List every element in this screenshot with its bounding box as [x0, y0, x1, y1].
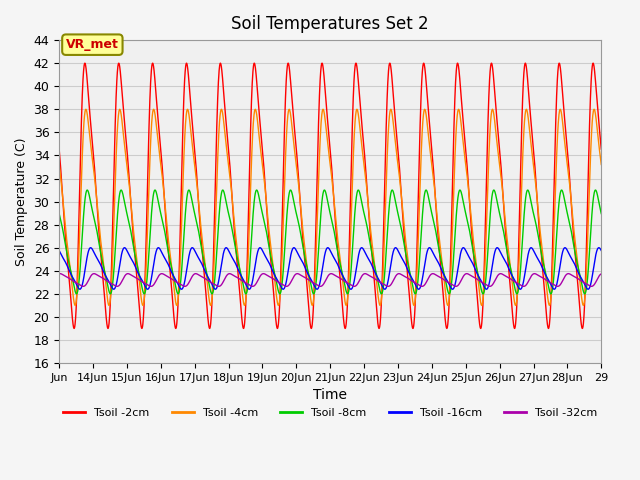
- Tsoil -4cm: [275, 302, 282, 308]
- X-axis label: Time: Time: [313, 388, 348, 402]
- Line: Tsoil -2cm: Tsoil -2cm: [59, 63, 601, 328]
- Tsoil -2cm: [587, 82, 595, 88]
- Y-axis label: Soil Temperature (C): Soil Temperature (C): [15, 137, 28, 266]
- Tsoil -2cm: [477, 325, 484, 331]
- Tsoil -4cm: [117, 110, 125, 116]
- Title: Soil Temperatures Set 2: Soil Temperatures Set 2: [232, 15, 429, 33]
- Tsoil -32cm: [597, 271, 605, 277]
- Tsoil -4cm: [55, 162, 63, 168]
- Tsoil -2cm: [454, 60, 461, 66]
- Tsoil -8cm: [547, 291, 555, 297]
- Tsoil -16cm: [110, 287, 118, 292]
- Text: VR_met: VR_met: [66, 38, 119, 51]
- Tsoil -8cm: [287, 187, 294, 193]
- Tsoil -8cm: [529, 206, 536, 212]
- Tsoil -8cm: [597, 211, 605, 216]
- Tsoil -4cm: [587, 142, 595, 148]
- Tsoil -16cm: [55, 248, 63, 253]
- Tsoil -2cm: [287, 78, 294, 84]
- Tsoil -32cm: [520, 284, 527, 289]
- Tsoil -16cm: [264, 256, 271, 262]
- Tsoil -2cm: [529, 136, 536, 142]
- Tsoil -4cm: [149, 107, 157, 113]
- Tsoil -4cm: [597, 162, 605, 168]
- Tsoil -32cm: [260, 271, 268, 276]
- Tsoil -8cm: [263, 232, 271, 238]
- Tsoil -4cm: [264, 208, 271, 214]
- Line: Tsoil -8cm: Tsoil -8cm: [59, 190, 601, 294]
- Tsoil -2cm: [55, 146, 63, 152]
- Tsoil -32cm: [587, 283, 595, 289]
- Line: Tsoil -32cm: Tsoil -32cm: [59, 274, 601, 287]
- Tsoil -4cm: [287, 114, 295, 120]
- Tsoil -32cm: [149, 282, 157, 288]
- Tsoil -4cm: [529, 154, 536, 160]
- Tsoil -2cm: [117, 76, 125, 82]
- Line: Tsoil -16cm: Tsoil -16cm: [59, 248, 601, 289]
- Tsoil -16cm: [392, 245, 399, 251]
- Tsoil -32cm: [264, 273, 271, 278]
- Tsoil -32cm: [117, 280, 125, 286]
- Tsoil -8cm: [117, 187, 125, 193]
- Legend: Tsoil -2cm, Tsoil -4cm, Tsoil -8cm, Tsoil -16cm, Tsoil -32cm: Tsoil -2cm, Tsoil -4cm, Tsoil -8cm, Tsoi…: [58, 403, 602, 422]
- Tsoil -16cm: [529, 246, 536, 252]
- Tsoil -2cm: [263, 211, 271, 216]
- Line: Tsoil -4cm: Tsoil -4cm: [59, 109, 601, 305]
- Tsoil -16cm: [287, 252, 294, 258]
- Tsoil -2cm: [149, 61, 157, 67]
- Tsoil -8cm: [587, 225, 595, 231]
- Tsoil -4cm: [252, 107, 259, 112]
- Tsoil -32cm: [55, 271, 63, 277]
- Tsoil -16cm: [597, 248, 605, 253]
- Tsoil -2cm: [597, 146, 605, 152]
- Tsoil -8cm: [55, 211, 63, 216]
- Tsoil -16cm: [150, 264, 157, 269]
- Tsoil -16cm: [587, 280, 595, 286]
- Tsoil -32cm: [287, 279, 294, 285]
- Tsoil -8cm: [149, 193, 157, 199]
- Tsoil -16cm: [117, 253, 125, 259]
- Tsoil -8cm: [524, 187, 532, 193]
- Tsoil -32cm: [529, 272, 536, 277]
